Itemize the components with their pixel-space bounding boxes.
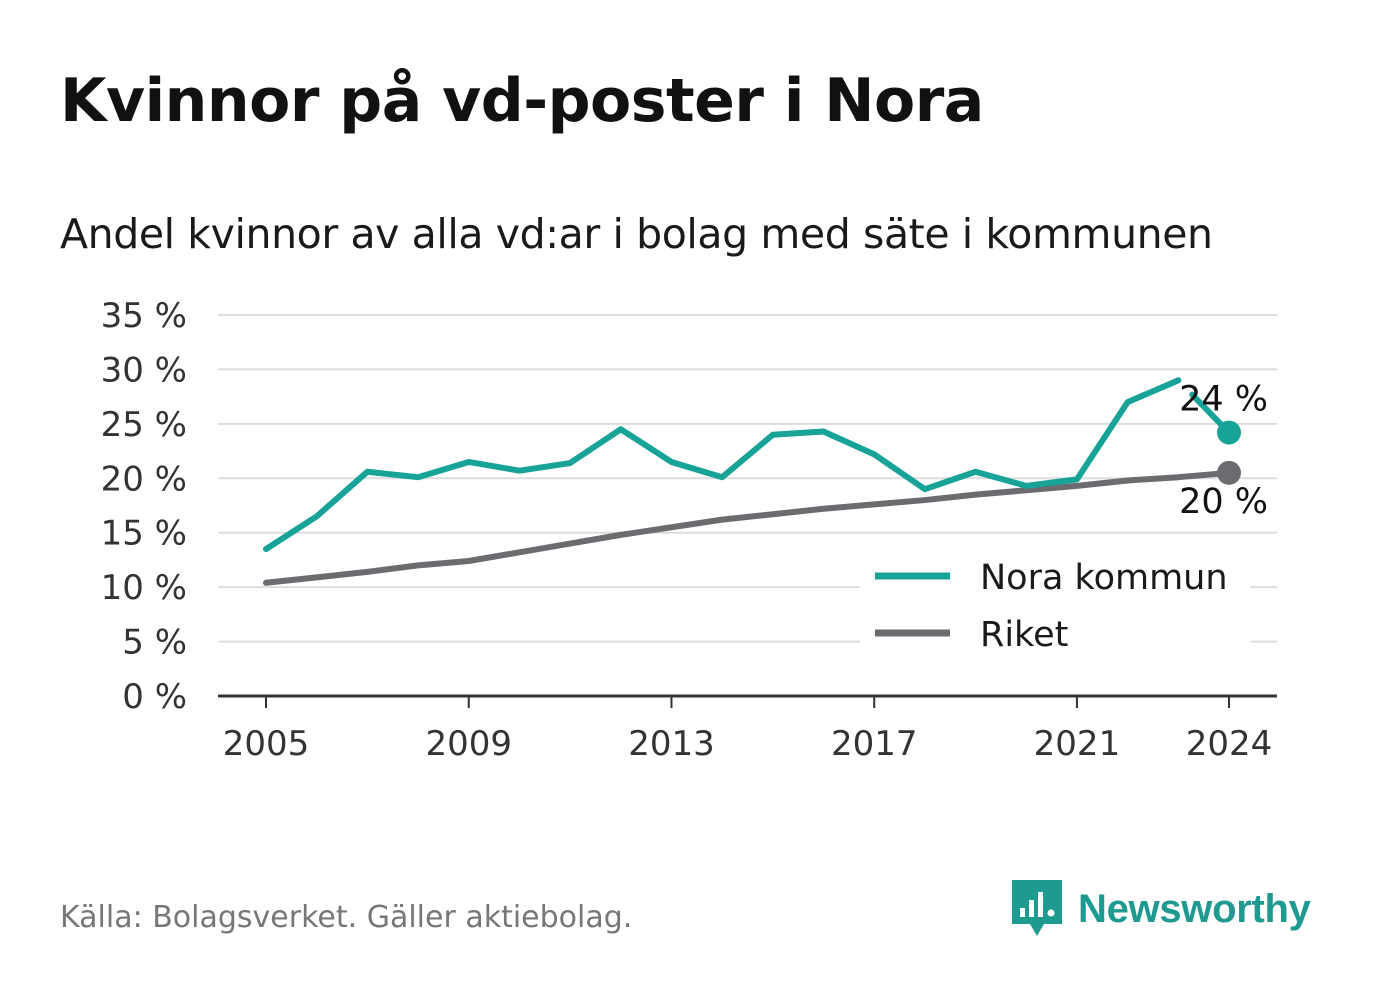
x-axis-ticks: 2005 2009 2013 2017 2021 2024 — [223, 696, 1273, 764]
source-note: Källa: Bolagsverket. Gäller aktiebolag. — [60, 900, 633, 935]
series-lines: 20 % 24 % — [263, 377, 1268, 586]
y-tick-label: 35 % — [101, 296, 187, 336]
newsworthy-logo-icon — [1012, 880, 1062, 936]
y-tick-label: 15 % — [101, 514, 187, 554]
chart-title: Kvinnor på vd-poster i Nora — [60, 66, 984, 136]
x-tick-label: 2017 — [831, 724, 918, 764]
y-tick-label: 20 % — [101, 459, 187, 499]
series-line-nora — [263, 377, 1182, 553]
chart-subtitle: Andel kvinnor av alla vd:ar i bolag med … — [60, 210, 1213, 258]
brand-name: Newsworthy — [1078, 886, 1311, 931]
grid-lines — [218, 314, 1277, 698]
series-end-label: 24 % — [1179, 380, 1268, 420]
legend-label: Riket — [980, 615, 1068, 655]
x-tick-label: 2005 — [223, 724, 310, 764]
series-line-riket — [263, 474, 1182, 586]
y-tick-label: 30 % — [101, 350, 187, 390]
legend-label: Nora kommun — [980, 558, 1228, 598]
legend: Nora kommun Riket — [860, 548, 1250, 658]
series-end-marker — [1217, 460, 1241, 485]
x-tick-label: 2021 — [1034, 724, 1121, 764]
y-tick-label: 0 % — [122, 677, 187, 717]
legend-background — [860, 548, 1250, 658]
x-tick-label: 2013 — [628, 724, 715, 764]
series-end-label: 20 % — [1179, 482, 1268, 522]
y-tick-label: 25 % — [101, 405, 187, 445]
y-axis-ticks: 0 % 5 % 10 % 15 % 20 % 25 % 30 % 35 % — [101, 296, 187, 717]
series-final-segment — [1175, 377, 1232, 436]
x-tick-label: 2009 — [425, 724, 512, 764]
brand-logo: Newsworthy — [1010, 878, 1311, 940]
y-tick-label: 5 % — [122, 623, 187, 663]
series-end-marker — [1217, 420, 1241, 445]
x-tick-label: 2024 — [1186, 724, 1273, 764]
y-tick-label: 10 % — [101, 568, 187, 608]
